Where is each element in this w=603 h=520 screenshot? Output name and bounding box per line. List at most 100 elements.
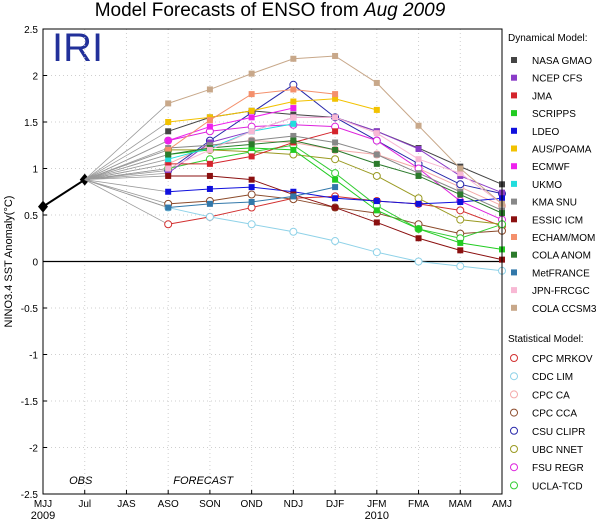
dyn-series-4-marker	[248, 184, 255, 191]
y-tick-label: -2.5	[21, 490, 39, 501]
dyn-series-1-marker	[415, 145, 422, 152]
legend-swatch	[510, 463, 518, 472]
dyn-series-0-marker	[165, 128, 172, 135]
y-tick-label: 0	[32, 258, 38, 269]
dyn-series-12-marker	[332, 184, 339, 191]
legend-swatch	[511, 127, 517, 134]
x-tick-label: SON	[199, 499, 221, 510]
stat-series-5-marker	[456, 215, 465, 224]
dyn-series-14-marker	[457, 165, 464, 172]
year-label: 2009	[31, 510, 55, 520]
dyn-series-4-connector	[84, 179, 169, 193]
dyn-series-5-marker	[248, 107, 255, 114]
legend-swatch	[510, 445, 518, 453]
legend-entry: NASA GMAO	[532, 56, 592, 67]
x-tick-label: JAS	[117, 499, 136, 510]
dyn-series-14-marker	[165, 100, 172, 107]
dyn-series-5-connector	[84, 121, 169, 180]
dyn-series-9-marker	[457, 247, 464, 254]
legend-swatch	[511, 163, 517, 170]
dyn-series-0-connector	[84, 130, 169, 181]
dyn-series-8-marker	[373, 151, 380, 158]
y-tick-label: 2.5	[24, 25, 38, 36]
dyn-series-4-marker	[165, 188, 172, 195]
dyn-series-6-line	[168, 107, 294, 142]
dyn-series-4-marker	[457, 198, 464, 205]
x-tick-label: Jul	[78, 499, 91, 510]
y-tick-label: -2	[29, 444, 38, 455]
dyn-series-11-marker	[248, 141, 255, 148]
y-tick-label: 0.5	[24, 211, 38, 222]
legend-entry: COLA ANOM	[532, 251, 591, 262]
dyn-series-12-marker	[165, 204, 172, 211]
legend-swatch	[510, 408, 518, 417]
legend-entry: ESSIC ICM	[532, 215, 583, 226]
dyn-series-2-marker	[248, 153, 255, 160]
legend-statistical-header: Statistical Model:	[508, 334, 584, 345]
stat-series-1-marker	[414, 257, 423, 266]
dyn-series-5-marker	[332, 95, 339, 102]
dyn-series-13-marker	[373, 130, 380, 137]
y-tick-label: -0.5	[21, 304, 39, 315]
legend-swatch	[511, 234, 517, 240]
dyn-series-5-line	[168, 98, 377, 123]
dyn-series-9-marker	[373, 219, 380, 226]
legend-dynamical-header: Dynamical Model:	[508, 33, 587, 44]
dyn-series-12-marker	[248, 198, 255, 205]
stat-series-1-marker	[456, 262, 465, 271]
dyn-series-3-marker	[290, 146, 297, 153]
dyn-series-10-marker	[248, 91, 255, 98]
dyn-series-12-marker	[290, 193, 297, 200]
stat-series-3-connector	[84, 179, 169, 205]
dyn-series-10-marker	[332, 91, 339, 98]
stat-series-7-marker	[331, 169, 340, 178]
dyn-series-10-marker	[206, 117, 213, 124]
x-tick-label: MJJ	[34, 499, 52, 510]
dyn-series-7-marker	[290, 120, 297, 127]
stat-series-1-marker	[289, 227, 298, 236]
legend-swatch	[510, 390, 518, 399]
x-tick-label: FMA	[408, 499, 429, 510]
stat-series-5-marker	[372, 171, 381, 180]
dyn-series-13-marker	[165, 165, 172, 172]
chart-title: Model Forecasts of ENSO from Aug 2009	[95, 0, 446, 21]
legend-entry: UBC NNET	[532, 445, 583, 456]
legend-swatch	[510, 372, 518, 381]
legend-swatch	[511, 180, 517, 187]
stat-series-3-marker	[247, 190, 256, 199]
legend-entry: MetFRANCE	[532, 268, 590, 279]
obs-label: OBS	[69, 475, 93, 487]
legend-entry: CPC CCA	[532, 409, 577, 420]
dyn-series-14-marker	[373, 79, 380, 86]
legend-entry: SCRIPPS	[532, 109, 576, 120]
dyn-series-9-marker	[165, 172, 172, 179]
dyn-series-14-marker	[248, 70, 255, 77]
legend-entry: KMA SNU	[532, 198, 577, 209]
dyn-series-5-marker	[373, 106, 380, 113]
dyn-series-11-marker	[415, 172, 422, 179]
legend-entry: UCLA-TCD	[532, 481, 583, 492]
legend-swatch	[511, 287, 517, 294]
x-tick-label: DJF	[326, 499, 344, 510]
stat-series-0-connector	[84, 179, 169, 225]
dyn-series-13-marker	[415, 156, 422, 163]
stat-series-1-marker	[205, 212, 214, 221]
dyn-series-6-marker	[165, 137, 172, 144]
dyn-series-4-marker	[415, 200, 422, 207]
dyn-series-10-marker	[165, 146, 172, 153]
dyn-series-10-connector	[84, 149, 169, 181]
dyn-series-5-marker	[290, 98, 297, 105]
stat-series-6-marker	[372, 136, 381, 145]
legend-entry: CDC LIM	[532, 372, 573, 383]
dyn-series-5-marker	[165, 119, 172, 125]
dyn-series-6-marker	[290, 105, 297, 112]
legend-swatch	[511, 110, 517, 117]
dyn-series-7-marker	[165, 156, 172, 163]
dyn-series-9-marker	[206, 172, 213, 179]
legend-swatch	[510, 354, 518, 362]
x-tick-label: NDJ	[284, 499, 303, 510]
legend-entry: JPN-FRCGC	[532, 286, 590, 297]
x-tick-label: MAM	[449, 499, 472, 510]
dyn-series-14-marker	[290, 55, 297, 62]
